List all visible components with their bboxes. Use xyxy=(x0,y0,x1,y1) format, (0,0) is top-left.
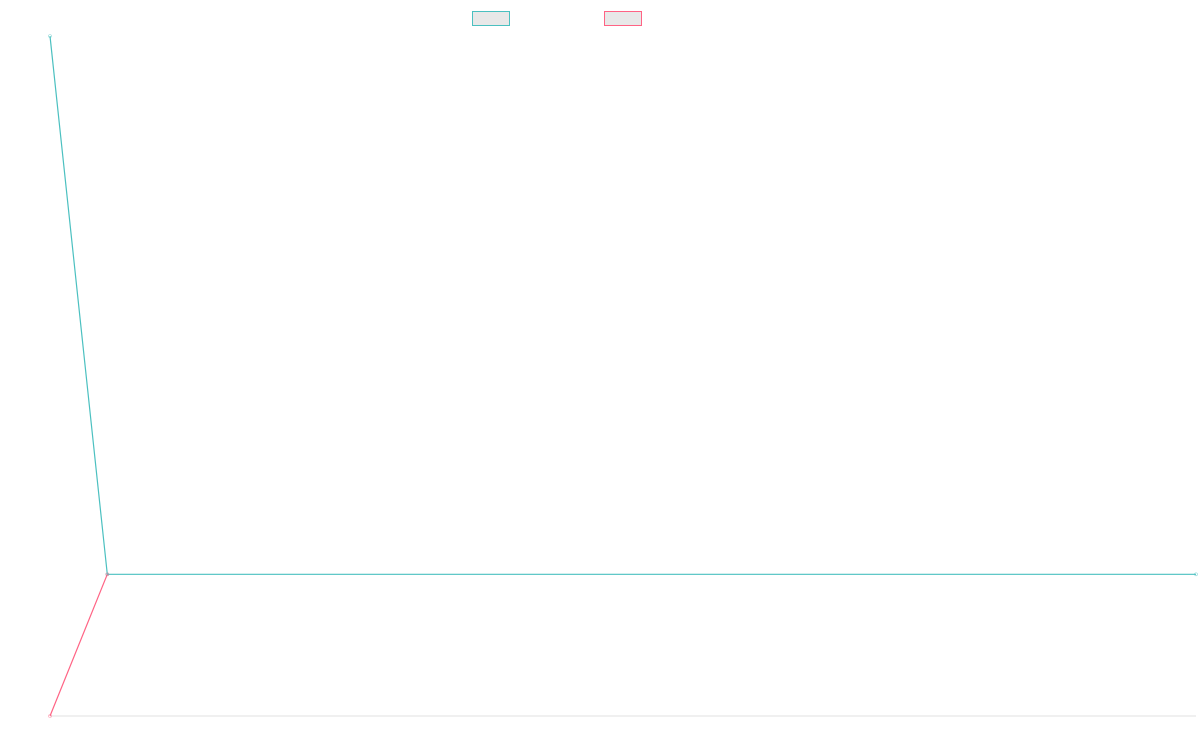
series-line-2 xyxy=(49,574,108,717)
legend xyxy=(0,9,1200,27)
legend-swatch-series-2 xyxy=(604,10,642,26)
series-1-point-1[interactable] xyxy=(48,34,52,38)
legend-item-series-2[interactable] xyxy=(604,9,648,27)
series-line-1 xyxy=(49,35,1196,575)
series-2-point-2[interactable] xyxy=(105,572,110,577)
series-layer xyxy=(49,35,1196,717)
marker-layer xyxy=(48,34,1198,718)
series-1-point-3[interactable] xyxy=(1194,572,1198,577)
legend-item-series-1[interactable] xyxy=(472,9,516,27)
legend-swatch-series-1 xyxy=(472,10,510,26)
series-2-point-1[interactable] xyxy=(48,714,52,718)
